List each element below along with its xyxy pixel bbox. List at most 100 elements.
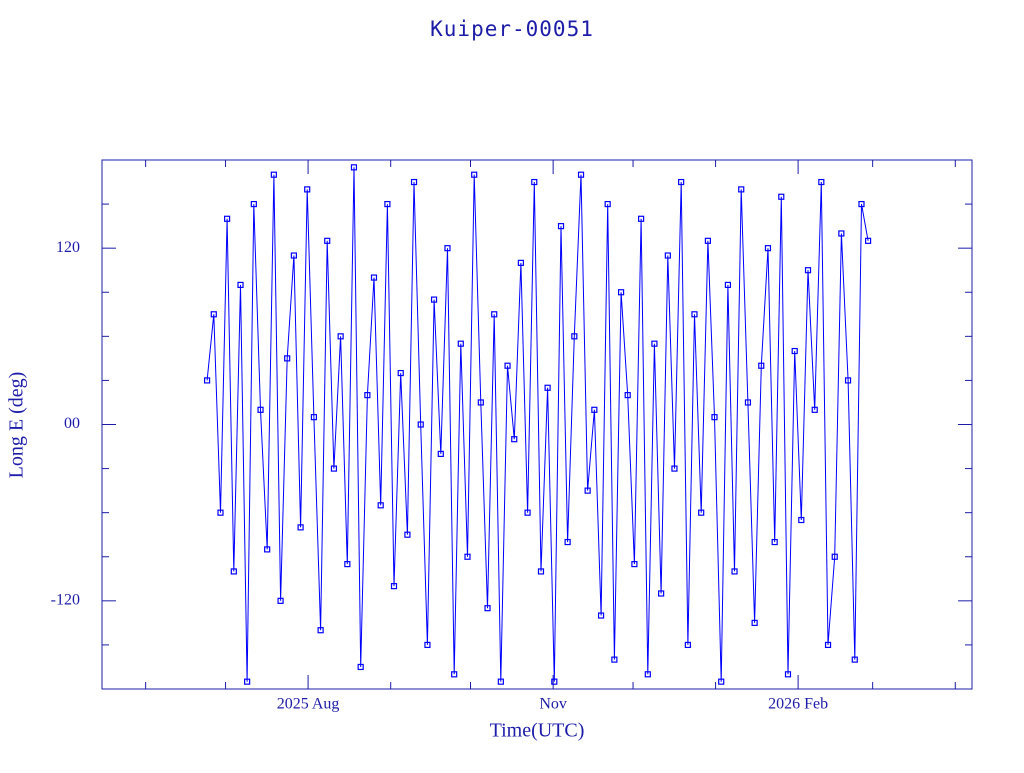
data-point [244,678,251,685]
data-point [437,450,444,457]
data-point [477,399,484,406]
data-point [631,560,638,568]
y-axis-label: Long E (deg) [6,372,28,479]
data-point [784,671,792,678]
data-point [597,612,605,619]
y-tick-label: 00 [64,415,80,432]
data-point [511,436,518,443]
data-point [591,406,598,413]
data-point [764,245,772,252]
data-point [711,414,718,421]
data-point [537,568,545,575]
data-point [270,171,277,178]
data-point [404,531,411,538]
data-point [771,538,778,546]
x-axis-label: Time(UTC) [490,720,585,742]
data-point [257,406,264,413]
data-point [210,311,217,318]
data-point [484,605,491,612]
data-point [377,502,384,509]
data-point [604,200,611,208]
data-point [824,641,832,649]
data-point [658,590,665,597]
data-point [330,465,338,472]
data-point [324,237,331,244]
data-point [410,178,418,186]
data-point [577,171,585,178]
data-point [464,553,471,560]
data-point [504,362,511,369]
y-tick-label: -120 [51,592,80,609]
data-point [684,641,691,649]
data-point [264,546,271,553]
data-point [384,200,391,208]
data-point [370,274,378,281]
data-point [304,186,311,193]
data-point [744,399,752,406]
data-point [491,311,498,318]
data-point [791,347,798,355]
data-point [230,568,237,575]
data-point [284,355,291,362]
data-point [517,259,524,266]
data-point [617,289,625,296]
data-point [397,369,404,377]
data-point [237,281,244,289]
data-point [644,671,651,678]
data-point [551,678,558,685]
data-point [357,663,364,671]
data-point [524,509,531,516]
data-point [778,193,785,200]
data-point [838,230,845,237]
data-point [557,223,565,230]
data-point [457,340,464,347]
data-point [417,421,424,428]
data-point [350,164,358,171]
y-tick-label: 120 [56,239,80,256]
data-point [571,333,578,340]
data-point [851,656,858,663]
data-point [544,384,551,391]
data-point [818,178,825,186]
data-point [584,487,591,494]
data-point [451,671,458,678]
data-point [678,178,685,186]
data-point [624,392,631,399]
data-point [858,200,865,208]
data-point [664,252,671,259]
data-point [698,509,705,516]
data-point [217,509,224,516]
data-point [718,678,725,685]
data-point [724,281,732,289]
chart-title: Kuiper-00051 [430,17,594,41]
data-point [731,568,738,575]
data-point [751,619,758,626]
data-point [390,583,398,590]
data-point [430,296,438,303]
data-point [831,553,838,560]
x-tick-label: 2025 Aug [277,696,340,713]
data-point [798,516,805,524]
data-point [671,465,678,472]
data-point [497,678,504,685]
data-point [297,524,304,531]
data-point [337,333,344,340]
data-point [804,267,812,274]
data-point [844,377,852,384]
data-point [651,340,658,347]
data-line [206,167,869,682]
data-point [364,392,371,399]
data-point [203,377,211,384]
data-point [310,414,318,421]
data-point [317,627,324,634]
data-point [691,311,698,318]
x-tick-label: Nov [539,696,567,713]
data-point [638,215,645,222]
data-point [424,641,431,649]
data-point [811,406,818,413]
x-tick-label: 2026 Feb [768,696,828,713]
data-point [564,538,571,546]
data-point [611,656,618,663]
data-point [738,186,745,193]
